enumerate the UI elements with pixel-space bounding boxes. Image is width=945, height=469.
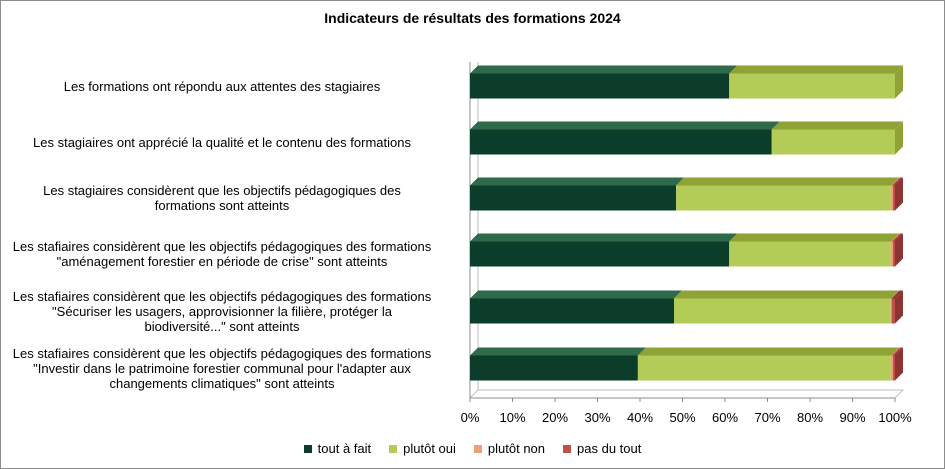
- bar-segment: [637, 355, 891, 381]
- bar-segment-top: [470, 233, 738, 242]
- bar-segment-top: [890, 233, 901, 242]
- bar-segment: [470, 298, 674, 324]
- bar-segment: [470, 129, 772, 155]
- bar-segment-top: [637, 347, 899, 356]
- bar-segment-top: [729, 233, 899, 242]
- category-label: Les stafiaires considèrent que les objec…: [12, 288, 432, 334]
- bar-segment: [674, 298, 891, 324]
- x-tick-label: 30%: [584, 410, 610, 425]
- chart-title: Indicateurs de résultats des formations …: [324, 10, 621, 26]
- x-tick-label: 0%: [461, 410, 480, 425]
- bar-segment-top: [729, 65, 903, 74]
- bar-segment-top: [771, 121, 903, 130]
- legend-swatch: [563, 444, 572, 453]
- legend-item: plutôt oui: [389, 441, 456, 456]
- bar-segment-top: [470, 177, 685, 186]
- bar-segment-top: [890, 177, 901, 186]
- bar-segment: [729, 241, 891, 267]
- bar-segment: [890, 355, 893, 381]
- bar-side: [895, 290, 903, 324]
- bar-segment-top: [892, 347, 903, 356]
- bar-side: [895, 121, 903, 155]
- bar-segment-top: [890, 290, 900, 299]
- category-label: Les formations ont répondu aux attentes …: [63, 78, 381, 94]
- bar-segment: [470, 73, 730, 99]
- bar-segment: [892, 185, 895, 211]
- bar-side: [895, 177, 903, 211]
- bar-segment-top: [890, 347, 901, 356]
- legend-label: plutôt non: [487, 441, 546, 456]
- bar-segment-top: [892, 177, 903, 186]
- bar-segment: [771, 129, 895, 155]
- bar-segment-top: [470, 347, 646, 356]
- x-tick-label: 50%: [669, 410, 695, 425]
- bar-segment-top: [470, 121, 780, 130]
- legend-item: plutôt non: [473, 441, 546, 456]
- bar-segment: [470, 355, 638, 381]
- bar-segment: [891, 298, 895, 324]
- bar-side: [895, 347, 903, 381]
- legend-swatch: [389, 444, 398, 453]
- bar-segment: [892, 241, 895, 267]
- legend-label: pas du tout: [577, 441, 642, 456]
- bar-segment: [676, 185, 891, 211]
- x-tick-label: 10%: [499, 410, 525, 425]
- x-tick-label: 40%: [627, 410, 653, 425]
- legend-item: pas du tout: [563, 441, 641, 456]
- bar-segment: [890, 185, 893, 211]
- bar-segment-top: [470, 290, 682, 299]
- legend-swatch: [473, 444, 482, 453]
- x-tick-label: 100%: [878, 410, 912, 425]
- category-label: Les stafiaires considèrent que les objec…: [12, 239, 432, 269]
- bar-side: [895, 233, 903, 267]
- legend: tout à fait plutôt oui plutôt non pas du to…: [0, 441, 945, 456]
- bar-segment: [892, 355, 895, 381]
- bar-segment: [729, 73, 895, 99]
- category-label: Les stagiaires ont apprécié la qualité e…: [33, 134, 411, 150]
- legend-label: plutôt oui: [403, 441, 456, 456]
- legend-item: tout à fait: [303, 441, 372, 456]
- legend-swatch: [303, 444, 312, 453]
- bar-segment-top: [470, 65, 738, 74]
- floor-edge: [478, 389, 905, 399]
- category-label: Les stafiaires considèrent que les objec…: [12, 345, 432, 391]
- bar-segment-top: [891, 290, 903, 299]
- x-tick-label: 80%: [797, 410, 823, 425]
- bar-segment-top: [676, 177, 899, 186]
- legend-label: tout à fait: [317, 441, 372, 456]
- category-label: Les stagiaires considèrent que les objec…: [43, 183, 401, 213]
- bar-side: [895, 65, 903, 99]
- x-tick-label: 70%: [754, 410, 780, 425]
- bar-segment: [470, 241, 730, 267]
- x-tick-label: 60%: [712, 410, 738, 425]
- bar-segment-top: [674, 290, 899, 299]
- back-wall-edge: [469, 62, 479, 399]
- x-tick-label: 20%: [542, 410, 568, 425]
- bar-segment: [890, 298, 892, 324]
- bar-segment-top: [892, 233, 903, 242]
- x-tick-label: 90%: [839, 410, 865, 425]
- bar-segment: [470, 185, 677, 211]
- bar-segment: [890, 241, 893, 267]
